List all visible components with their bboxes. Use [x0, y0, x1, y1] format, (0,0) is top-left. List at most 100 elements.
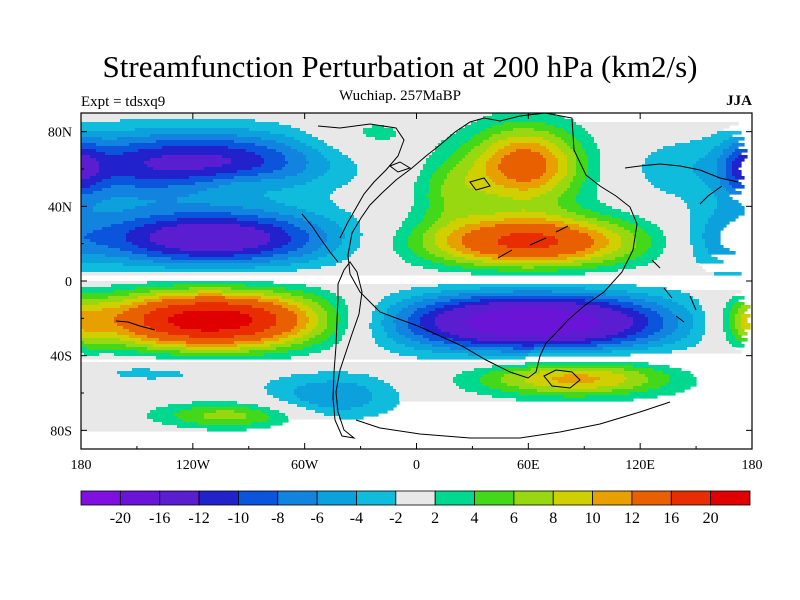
field-cell — [426, 161, 445, 165]
field-cell — [339, 317, 349, 321]
field-cell — [612, 215, 640, 219]
field-cell — [297, 206, 340, 210]
field-cell — [585, 272, 715, 276]
field-cell — [624, 227, 643, 231]
field-cell — [621, 239, 637, 243]
field-cell — [447, 236, 463, 240]
field-cell — [267, 419, 289, 423]
field-cell — [360, 245, 394, 249]
field-cell — [732, 173, 742, 177]
field-cell — [312, 146, 334, 150]
x-tick-label: 60E — [517, 458, 540, 473]
field-cell — [531, 179, 550, 183]
field-cell — [534, 347, 604, 351]
field-cell — [156, 230, 265, 234]
field-cell — [465, 125, 493, 129]
field-cell — [399, 227, 415, 231]
field-cell — [705, 155, 721, 159]
field-cell — [630, 221, 652, 225]
field-cell — [405, 344, 433, 348]
field-cell — [141, 338, 160, 342]
field-cell — [675, 341, 700, 345]
field-cell — [327, 317, 340, 321]
field-cell — [135, 128, 250, 132]
field-cell — [111, 284, 175, 288]
field-cell — [306, 209, 346, 213]
field-cell — [342, 335, 373, 339]
field-cell — [393, 236, 409, 240]
colorbar-label: -20 — [110, 510, 131, 527]
field-cell — [642, 170, 694, 174]
field-cell — [267, 242, 289, 246]
field-cell — [192, 401, 238, 405]
field-cell — [81, 155, 91, 159]
field-cell — [327, 323, 337, 327]
field-cell — [612, 206, 688, 210]
field-cell — [267, 146, 292, 150]
field-cell — [384, 317, 397, 321]
field-cell — [690, 221, 709, 225]
field-cell — [498, 239, 559, 243]
field-cell — [624, 368, 655, 372]
field-cell — [84, 236, 127, 240]
field-cell — [333, 251, 355, 255]
field-cell — [252, 317, 277, 321]
field-cell — [285, 176, 319, 180]
field-cell — [738, 155, 748, 159]
field-cell — [663, 296, 694, 300]
field-cell — [81, 263, 124, 267]
field-cell — [498, 167, 547, 171]
field-cell — [558, 242, 595, 246]
field-cell — [660, 188, 712, 192]
field-cell — [81, 323, 118, 327]
field-cell — [414, 182, 430, 186]
field-cell — [588, 173, 601, 177]
field-cell — [672, 332, 691, 336]
field-cell — [336, 221, 361, 225]
field-cell — [687, 203, 718, 207]
field-cell — [708, 152, 724, 156]
field-cell — [318, 224, 340, 228]
field-cell — [282, 296, 304, 300]
field-cell — [564, 152, 577, 156]
field-cell — [696, 173, 718, 177]
field-cell — [630, 251, 646, 255]
field-cell — [621, 305, 643, 309]
field-cell — [336, 308, 349, 312]
field-cell — [126, 233, 151, 237]
field-cell — [270, 239, 292, 243]
field-cell — [273, 170, 304, 174]
field-cell — [228, 146, 268, 150]
field-cell — [81, 344, 127, 348]
field-cell — [423, 266, 463, 270]
field-cell — [345, 233, 364, 237]
field-cell — [705, 326, 724, 330]
field-cell — [327, 143, 439, 147]
field-cell — [720, 182, 730, 186]
field-cell — [297, 149, 319, 153]
field-cell — [114, 353, 172, 357]
colorbar: -20 -16 -12 -10 -8 -6 -4 -2 2 4 6 8 10 12 16 20 — [80, 490, 751, 527]
field-cell — [330, 218, 358, 222]
field-cell — [549, 179, 562, 183]
field-cell — [504, 374, 529, 378]
field-cell — [534, 266, 598, 270]
field-cell — [336, 407, 352, 411]
field-cell — [396, 389, 466, 393]
field-cell — [705, 314, 724, 318]
field-cell — [306, 167, 331, 171]
field-cell — [333, 146, 436, 150]
field-cell — [327, 239, 343, 243]
field-cell — [324, 215, 355, 219]
field-cell — [684, 200, 718, 204]
field-cell — [288, 302, 304, 306]
field-cell — [480, 251, 577, 255]
field-cell — [453, 230, 472, 234]
field-cell — [93, 206, 136, 210]
field-cell — [309, 236, 328, 240]
field-cell — [162, 227, 256, 231]
field-cell — [669, 374, 694, 378]
field-cell — [423, 164, 442, 168]
field-cell — [675, 194, 715, 198]
field-cell — [567, 164, 577, 168]
